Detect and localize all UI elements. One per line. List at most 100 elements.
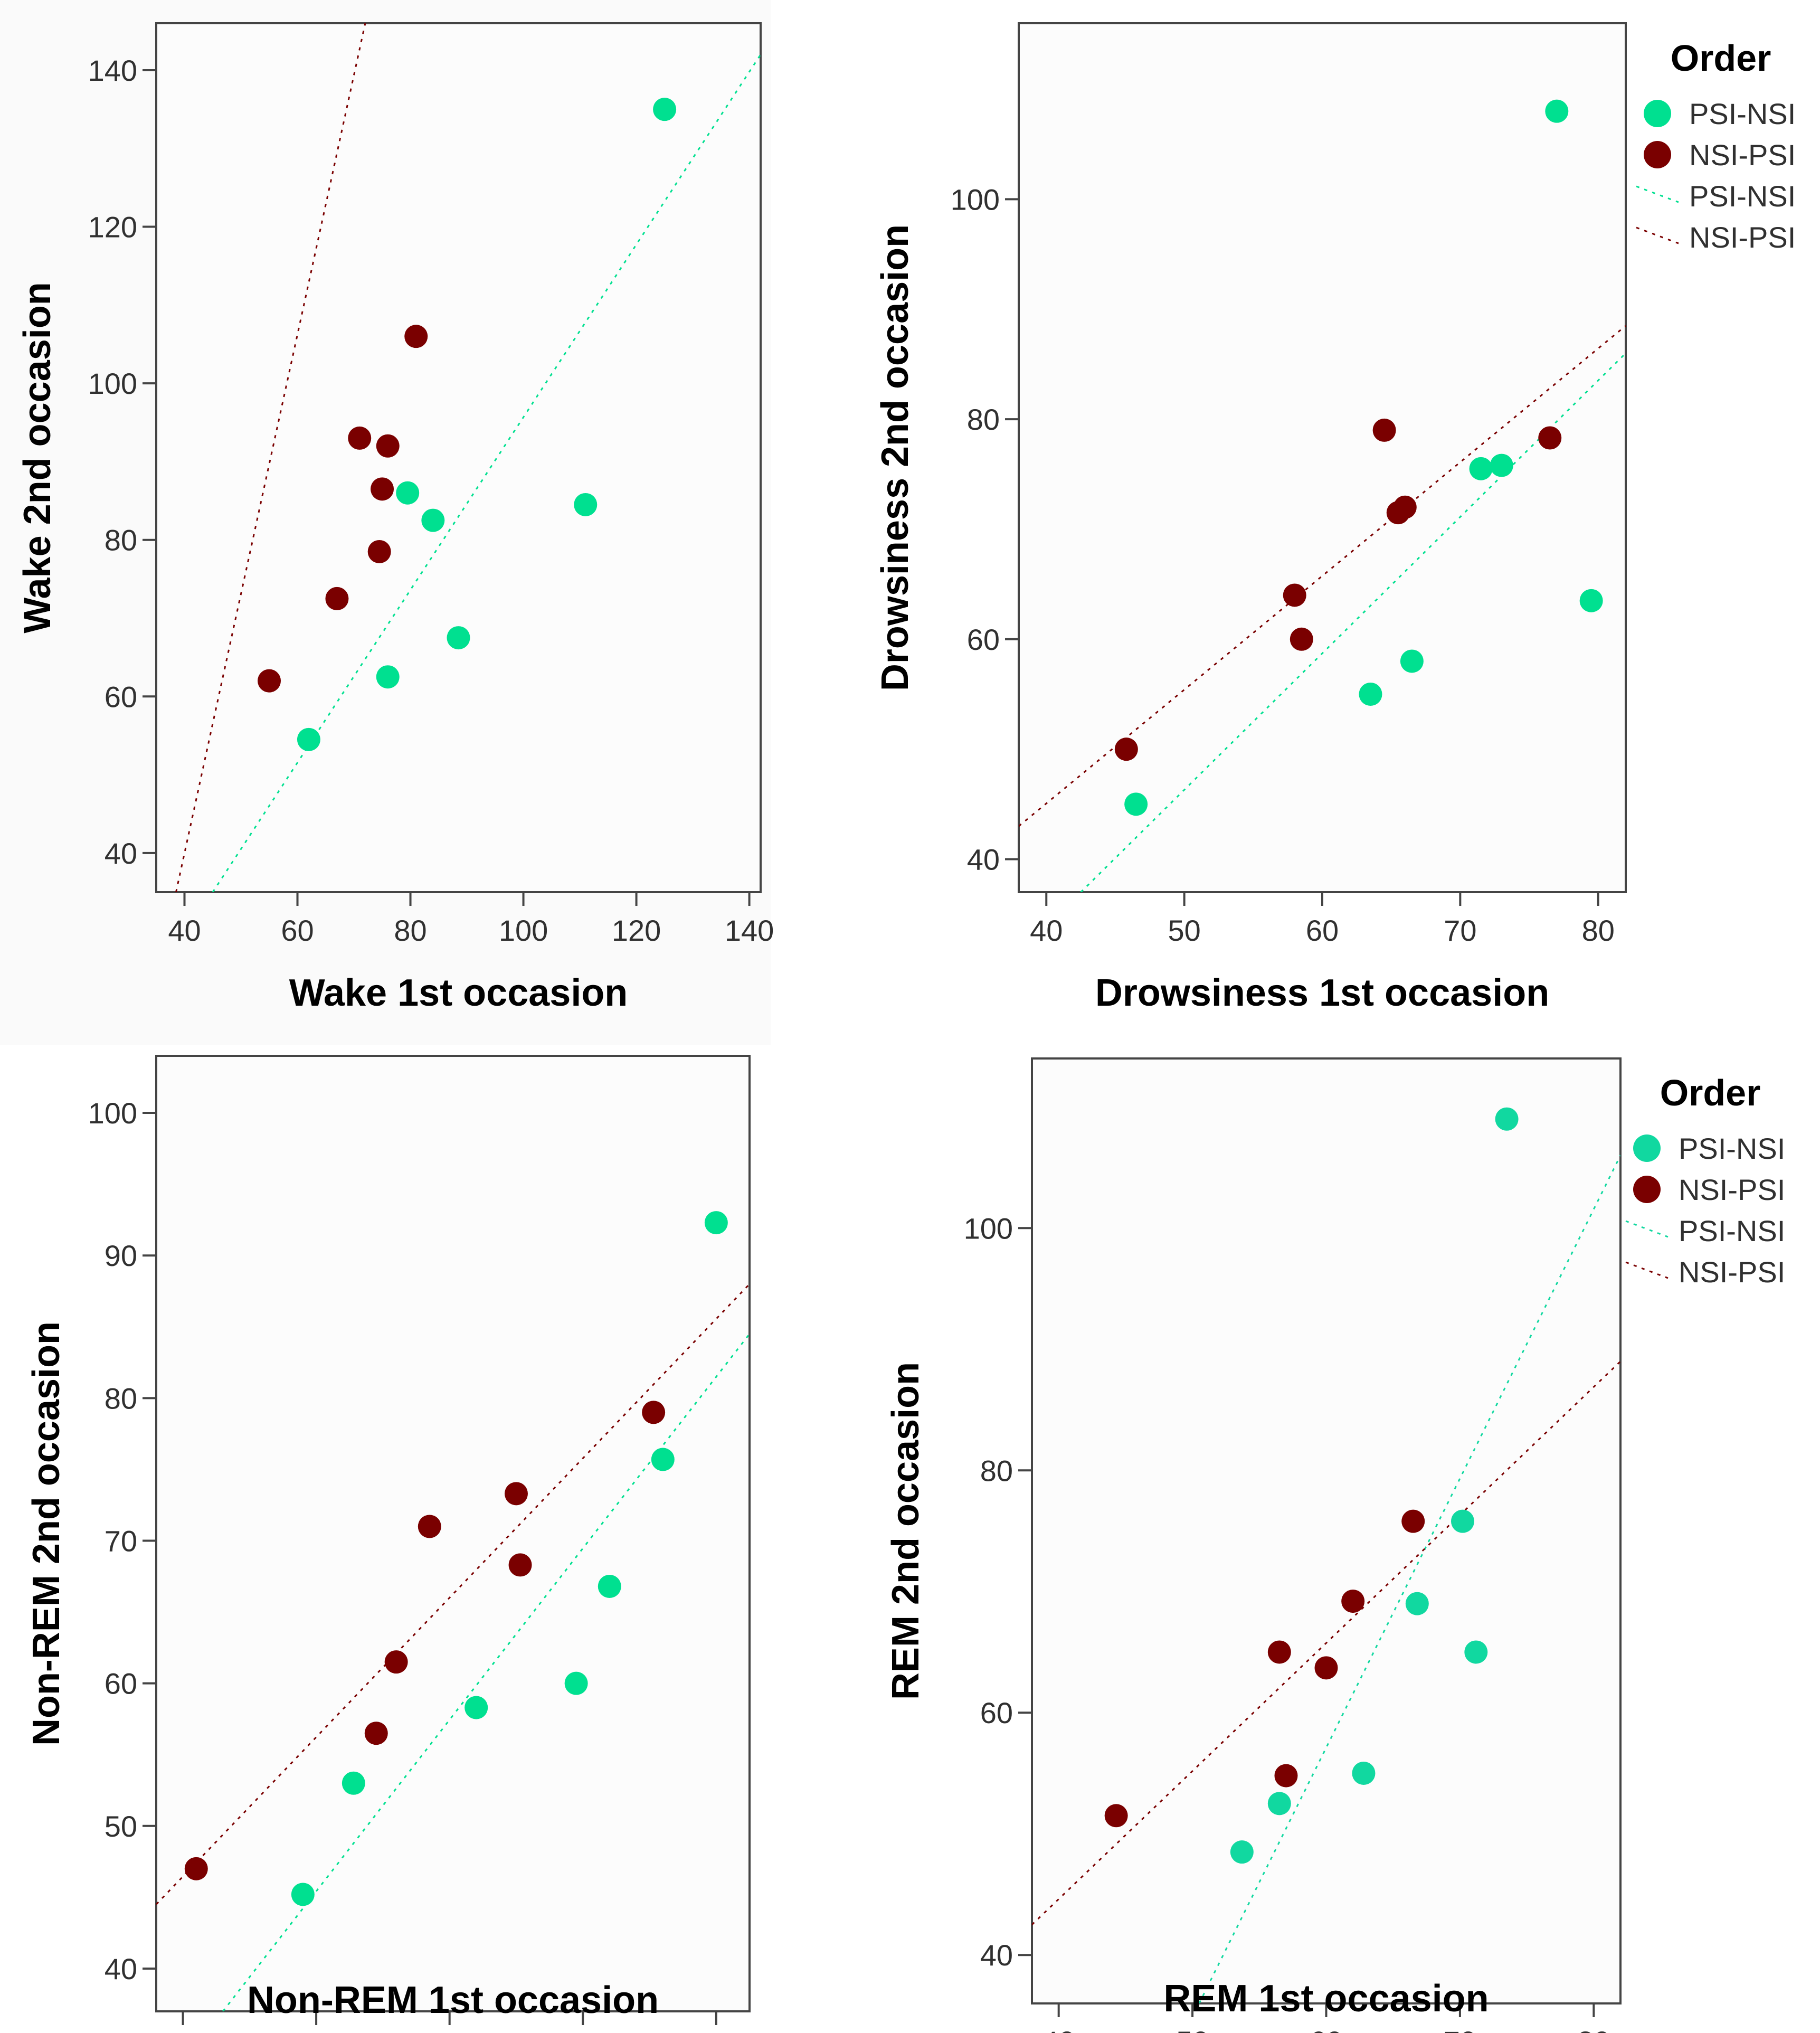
data-point-nsi-psi	[1274, 1764, 1298, 1788]
y-tick-label: 100	[88, 367, 137, 400]
legend: Order PSI-NSI NSI-PSI PSI-NSI NSI-PSI	[1625, 1072, 1785, 1289]
x-tick-label: 40	[1042, 2025, 1075, 2033]
chart-panel-nonrem: 4050607080405060708090100Non-REM 1st occ…	[25, 1055, 751, 2025]
x-tick-label: 60	[1306, 914, 1339, 947]
x-tick-label: 70	[1444, 2025, 1476, 2033]
data-point-nsi-psi	[371, 477, 394, 501]
data-point-psi-nsi	[342, 1771, 365, 1795]
data-point-nsi-psi	[1341, 1590, 1365, 1613]
data-point-psi-nsi	[421, 508, 445, 532]
data-point-nsi-psi	[1393, 495, 1417, 519]
data-point-psi-nsi	[1495, 1107, 1519, 1131]
y-tick-label: 90	[105, 1239, 137, 1272]
data-point-nsi-psi	[642, 1401, 666, 1424]
y-tick-label: 70	[105, 1525, 137, 1558]
x-tick-label: 80	[394, 914, 426, 947]
y-tick-label: 60	[105, 1667, 137, 1700]
y-tick-label: 80	[105, 1382, 137, 1415]
legend-marker-nsi-psi	[1644, 141, 1671, 168]
legend-marker-psi-nsi	[1633, 1134, 1661, 1162]
y-axis-title: Drowsiness 2nd occasion	[874, 224, 916, 691]
data-point-psi-nsi	[1230, 1840, 1254, 1864]
data-point-psi-nsi	[1359, 682, 1382, 706]
y-tick-label: 140	[88, 54, 137, 87]
data-point-nsi-psi	[418, 1515, 441, 1538]
y-axis-title: REM 2nd occasion	[885, 1362, 927, 1700]
legend-label: PSI-NSI	[1679, 1132, 1785, 1165]
y-tick-label: 80	[105, 524, 137, 557]
fit-line-nsi-psi	[1032, 1360, 1620, 1925]
y-tick-label: 40	[105, 837, 137, 870]
y-tick-label: 50	[105, 1810, 137, 1843]
legend-line-psi-nsi	[1636, 185, 1679, 203]
legend-label: NSI-PSI	[1689, 221, 1796, 254]
data-point-psi-nsi	[1579, 589, 1603, 612]
data-point-psi-nsi	[1400, 649, 1424, 673]
data-point-psi-nsi	[376, 665, 400, 689]
fit-line-psi-nsi	[1080, 352, 1626, 892]
y-tick-label: 40	[105, 1952, 137, 1985]
y-tick-label: 60	[105, 680, 137, 713]
fit-lines	[175, 23, 761, 892]
data-point-psi-nsi	[574, 493, 598, 516]
legend-title: Order	[1671, 37, 1771, 79]
data-point-nsi-psi	[404, 325, 428, 348]
y-tick-label: 40	[980, 1939, 1013, 1972]
y-tick-label: 60	[967, 623, 1000, 656]
data-point-psi-nsi	[564, 1671, 588, 1695]
data-point-psi-nsi	[651, 1448, 675, 1471]
x-tick-label: 60	[281, 914, 314, 947]
x-tick-label: 80	[1577, 2025, 1610, 2033]
data-point-nsi-psi	[364, 1722, 388, 1745]
fit-line-psi-nsi	[1198, 1155, 1620, 2003]
fit-line-psi-nsi	[212, 54, 761, 892]
legend-label: NSI-PSI	[1689, 138, 1796, 172]
plot-area	[1018, 22, 1627, 893]
x-axis-title: Non-REM 1st occasion	[247, 1979, 659, 2021]
x-tick-label: 40	[168, 914, 201, 947]
x-tick-label: 70	[1444, 914, 1476, 947]
data-point-psi-nsi	[653, 98, 677, 121]
y-tick-label: 80	[980, 1454, 1013, 1487]
data-point-psi-nsi	[1352, 1761, 1376, 1785]
data-point-nsi-psi	[258, 669, 281, 693]
legend-title: Order	[1660, 1072, 1761, 1113]
data-point-nsi-psi	[384, 1650, 408, 1674]
data-point-nsi-psi	[1401, 1509, 1425, 1533]
y-tick-label: 60	[980, 1696, 1013, 1729]
chart-panel-rem: 40 50 60 70 80 40 60 80 100 REM 1st occasion REM 2…	[885, 1057, 1785, 2033]
data-point-psi-nsi	[1405, 1592, 1429, 1615]
data-point-psi-nsi	[598, 1574, 621, 1598]
data-point-psi-nsi	[291, 1883, 315, 1906]
y-tick-label: 100	[951, 183, 1000, 216]
data-point-nsi-psi	[1114, 737, 1138, 761]
data-point-nsi-psi	[1372, 418, 1396, 442]
legend-line-nsi-psi	[1636, 226, 1679, 244]
x-axis-title: REM 1st occasion	[1163, 1978, 1489, 2020]
x-tick-label: 60	[1310, 2025, 1342, 2033]
data-point-nsi-psi	[508, 1553, 532, 1577]
y-tick-label: 100	[964, 1212, 1013, 1245]
data-point-psi-nsi	[297, 727, 320, 751]
plot-area	[155, 22, 762, 893]
legend: Order PSI-NSI NSI-PSI PSI-NSI NSI-PSI	[1636, 37, 1796, 254]
y-tick-label: 120	[88, 211, 137, 244]
data-point-psi-nsi	[465, 1696, 488, 1719]
x-axis-title: Wake 1st occasion	[289, 972, 628, 1014]
y-tick-label: 40	[967, 843, 1000, 876]
x-tick-label: 120	[612, 914, 661, 947]
x-tick-label: 50	[1168, 914, 1200, 947]
data-point-psi-nsi	[1545, 99, 1569, 123]
fit-lines	[1019, 325, 1626, 892]
data-point-nsi-psi	[1104, 1804, 1128, 1828]
chart-panel-drowsiness: 40 50 60 70 80 40 60 80 100 Drowsiness 1st occasi…	[874, 22, 1796, 1014]
data-point-psi-nsi	[396, 481, 420, 505]
x-tick-label: 50	[1176, 2025, 1209, 2033]
data-point-psi-nsi	[1451, 1509, 1474, 1533]
data-point-nsi-psi	[367, 540, 391, 563]
plot-area	[1031, 1057, 1622, 2004]
x-tick-label: 140	[725, 914, 774, 947]
data-point-nsi-psi	[348, 426, 372, 450]
y-tick-label: 100	[88, 1096, 137, 1130]
